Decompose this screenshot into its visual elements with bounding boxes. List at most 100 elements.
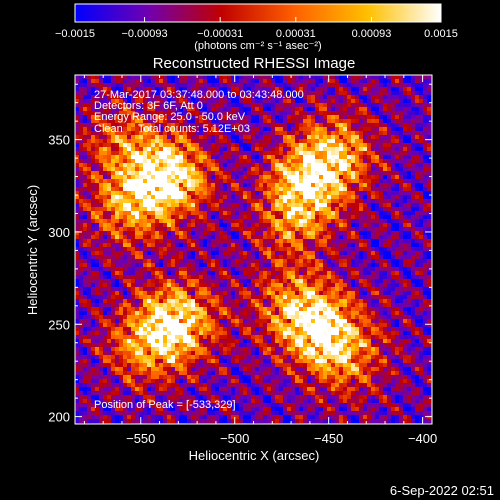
heatmap-cell: [243, 107, 247, 111]
heatmap-cell: [107, 171, 111, 175]
heatmap-cell: [139, 155, 143, 159]
heatmap-cell: [387, 115, 391, 119]
heatmap-cell: [199, 139, 203, 143]
heatmap-cell: [195, 295, 199, 299]
heatmap-cell: [287, 91, 291, 95]
heatmap-cell: [191, 259, 195, 263]
heatmap-cell: [199, 215, 203, 219]
heatmap-cell: [143, 271, 147, 275]
heatmap-cell: [299, 75, 303, 79]
heatmap-cell: [87, 191, 91, 195]
heatmap-cell: [351, 131, 355, 135]
heatmap-cell: [403, 211, 407, 215]
heatmap-cell: [155, 215, 159, 219]
heatmap-cell: [335, 75, 339, 79]
heatmap-cell: [415, 291, 419, 295]
heatmap-cell: [299, 143, 303, 147]
heatmap-cell: [351, 79, 355, 83]
heatmap-cell: [315, 83, 319, 87]
heatmap-cell: [327, 95, 331, 99]
heatmap-cell: [395, 243, 399, 247]
heatmap-cell: [367, 231, 371, 235]
heatmap-cell: [279, 183, 283, 187]
heatmap-cell: [343, 111, 347, 115]
heatmap-cell: [243, 255, 247, 259]
heatmap-cell: [295, 271, 299, 275]
heatmap-cell: [139, 295, 143, 299]
heatmap-cell: [267, 123, 271, 127]
heatmap-cell: [223, 139, 227, 143]
heatmap-cell: [131, 171, 135, 175]
heatmap-cell: [239, 207, 243, 211]
heatmap-cell: [147, 127, 151, 131]
heatmap-cell: [323, 111, 327, 115]
heatmap-cell: [331, 131, 335, 135]
heatmap-cell: [367, 279, 371, 283]
heatmap-cell: [275, 91, 279, 95]
heatmap-cell: [403, 167, 407, 171]
heatmap-cell: [287, 195, 291, 199]
heatmap-cell: [211, 143, 215, 147]
heatmap-cell: [155, 183, 159, 187]
heatmap-cell: [419, 255, 423, 259]
heatmap-cell: [267, 195, 271, 199]
heatmap-cell: [319, 243, 323, 247]
heatmap-cell: [383, 271, 387, 275]
heatmap-cell: [351, 275, 355, 279]
heatmap-cell: [319, 259, 323, 263]
heatmap-cell: [87, 175, 91, 179]
heatmap-cell: [379, 167, 383, 171]
heatmap-cell: [291, 127, 295, 131]
heatmap-cell: [79, 291, 83, 295]
heatmap-cell: [319, 203, 323, 207]
heatmap-cell: [327, 131, 331, 135]
heatmap-cell: [219, 291, 223, 295]
heatmap-cell: [247, 151, 251, 155]
heatmap-cell: [267, 187, 271, 191]
heatmap-cell: [339, 131, 343, 135]
heatmap-cell: [319, 283, 323, 287]
heatmap-cell: [163, 83, 167, 87]
heatmap-cell: [131, 107, 135, 111]
heatmap-cell: [207, 215, 211, 219]
heatmap-cell: [155, 287, 159, 291]
heatmap-cell: [307, 99, 311, 103]
heatmap-cell: [403, 231, 407, 235]
heatmap-cell: [275, 99, 279, 103]
heatmap-cell: [243, 179, 247, 183]
heatmap-cell: [99, 195, 103, 199]
heatmap-cell: [403, 283, 407, 287]
heatmap-cell: [127, 227, 131, 231]
heatmap-cell: [275, 195, 279, 199]
heatmap-cell: [155, 263, 159, 267]
heatmap-cell: [423, 187, 427, 191]
heatmap-cell: [155, 275, 159, 279]
heatmap-cell: [279, 103, 283, 107]
heatmap-cell: [255, 123, 259, 127]
heatmap-cell: [323, 179, 327, 183]
heatmap-cell: [275, 107, 279, 111]
heatmap-cell: [179, 195, 183, 199]
heatmap-cell: [323, 207, 327, 211]
heatmap-cell: [371, 263, 375, 267]
heatmap-cell: [223, 135, 227, 139]
heatmap-cell: [419, 279, 423, 283]
heatmap-cell: [79, 95, 83, 99]
heatmap-cell: [123, 131, 127, 135]
heatmap-cell: [231, 259, 235, 263]
heatmap-cell: [195, 167, 199, 171]
heatmap-cell: [95, 135, 99, 139]
heatmap-cell: [375, 147, 379, 151]
heatmap-cell: [239, 235, 243, 239]
heatmap-cell: [115, 151, 119, 155]
heatmap-cell: [111, 87, 115, 91]
heatmap-cell: [167, 135, 171, 139]
heatmap-cell: [151, 159, 155, 163]
heatmap-cell: [343, 135, 347, 139]
heatmap-cell: [339, 139, 343, 143]
heatmap-cell: [259, 275, 263, 279]
heatmap-cell: [423, 179, 427, 183]
heatmap-cell: [231, 263, 235, 267]
heatmap-cell: [215, 235, 219, 239]
heatmap-cell: [383, 135, 387, 139]
